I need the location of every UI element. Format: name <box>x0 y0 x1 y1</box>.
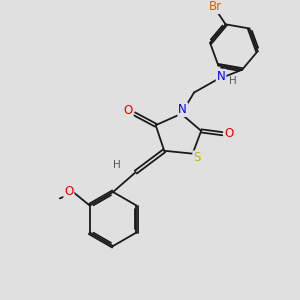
Text: N: N <box>178 103 187 116</box>
Text: S: S <box>193 152 201 164</box>
Text: H: H <box>229 76 236 86</box>
Text: O: O <box>124 104 133 118</box>
Text: N: N <box>217 70 225 83</box>
Text: O: O <box>224 127 233 140</box>
Text: Br: Br <box>209 0 222 13</box>
Text: O: O <box>64 185 74 198</box>
Text: H: H <box>113 160 121 170</box>
